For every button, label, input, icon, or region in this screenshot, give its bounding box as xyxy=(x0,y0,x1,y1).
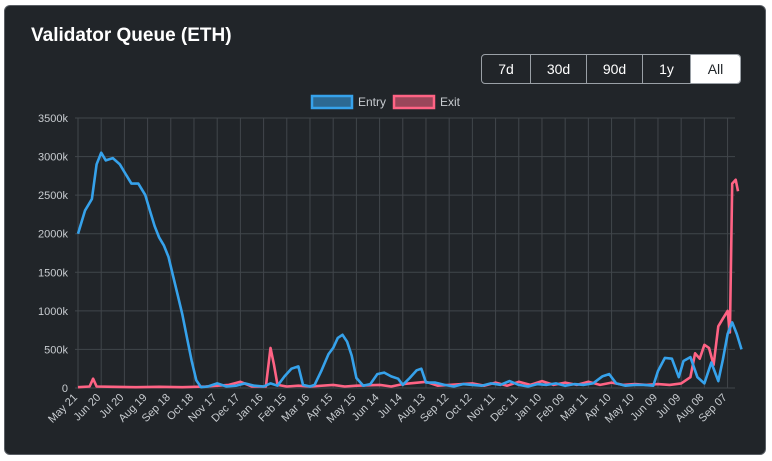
y-axis: 0 500k 1000k 1500k 2000k 2500k 3000k 3500k xyxy=(38,113,68,395)
range-button-all[interactable]: All xyxy=(691,55,740,83)
legend-label-entry: Entry xyxy=(358,95,386,109)
y-tick-label: 3000k xyxy=(38,152,68,164)
x-tick-label: May 21 xyxy=(46,392,80,426)
range-button-90d[interactable]: 90d xyxy=(587,55,643,83)
y-tick-label: 500k xyxy=(44,344,68,356)
series-line-entry xyxy=(76,151,743,389)
range-button-7d[interactable]: 7d xyxy=(482,55,531,83)
chart-card: Validator Queue (ETH) 7d 30d 90d 1y All xyxy=(4,5,766,455)
range-button-1y[interactable]: 1y xyxy=(643,55,691,83)
y-tick-label: 0 xyxy=(62,383,68,395)
legend-swatch-entry xyxy=(310,94,354,110)
y-tick-label: 1000k xyxy=(38,306,68,318)
y-tick-label: 2500k xyxy=(38,190,68,202)
time-range-selector: 7d 30d 90d 1y All xyxy=(481,54,741,84)
legend-swatch-exit xyxy=(392,94,436,110)
y-tick-label: 2000k xyxy=(38,229,68,241)
y-tick-label: 3500k xyxy=(38,113,68,125)
chart-title: Validator Queue (ETH) xyxy=(31,25,232,46)
legend-label-exit: Exit xyxy=(440,95,461,109)
y-tick-label: 1500k xyxy=(38,267,68,279)
series-lines xyxy=(76,151,743,389)
series-line-exit xyxy=(77,178,740,389)
range-button-30d[interactable]: 30d xyxy=(531,55,587,83)
legend: Entry Exit xyxy=(310,94,461,110)
grid xyxy=(75,117,735,389)
